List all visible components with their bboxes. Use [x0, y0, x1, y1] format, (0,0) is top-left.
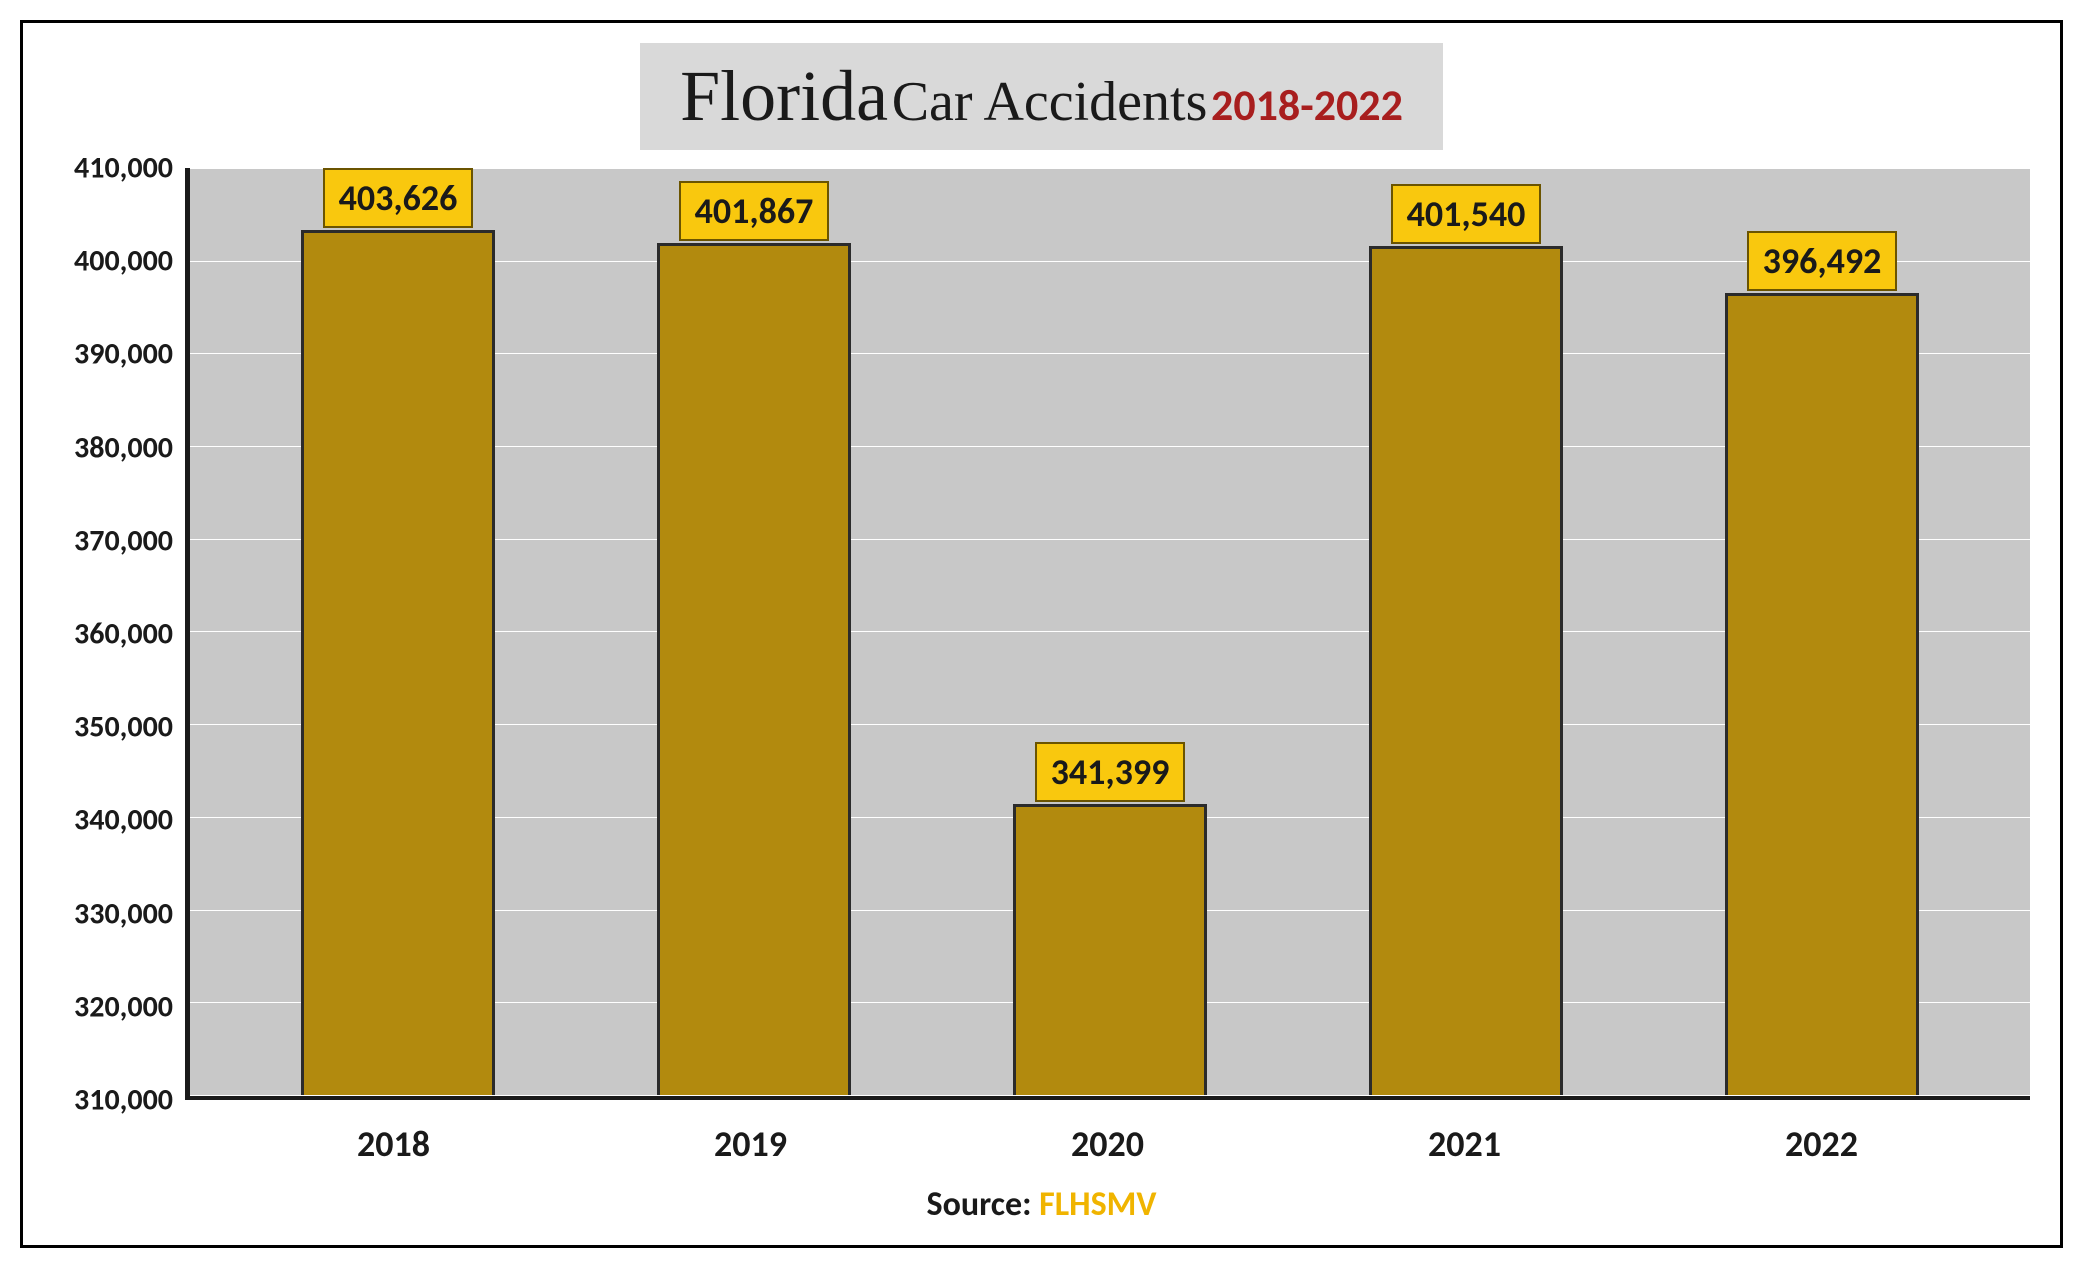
x-tick-label: 2020: [983, 1122, 1233, 1166]
x-tick-label: 2019: [626, 1122, 876, 1166]
bar-value-label: 401,867: [679, 181, 830, 241]
bar-group: 396,492: [1697, 168, 1946, 1095]
y-axis: 410,000400,000390,000380,000370,000360,0…: [53, 168, 185, 1100]
y-tick-label: 340,000: [74, 802, 173, 839]
x-tick-label: 2018: [269, 1122, 519, 1166]
bar-group: 403,626: [273, 168, 522, 1095]
source-name: FLHSMV: [1039, 1184, 1156, 1225]
plot-row: 410,000400,000390,000380,000370,000360,0…: [53, 168, 2030, 1100]
x-axis-spacer: [53, 1122, 185, 1166]
bar: [1013, 804, 1207, 1095]
source-row: Source: FLHSMV: [53, 1184, 2030, 1225]
y-tick-label: 360,000: [74, 615, 173, 652]
bar: [301, 230, 495, 1095]
bar-group: 401,867: [629, 168, 878, 1095]
bar-value-label: 403,626: [323, 168, 474, 228]
y-tick-label: 410,000: [74, 150, 173, 187]
x-axis-labels: 2018 2019 2020 2021 2022: [185, 1122, 2030, 1166]
y-tick-label: 380,000: [74, 429, 173, 466]
bar: [657, 243, 851, 1095]
bar: [1369, 246, 1563, 1095]
y-tick-label: 390,000: [74, 336, 173, 373]
gridline: [190, 1095, 2030, 1096]
x-tick-label: 2021: [1340, 1122, 1590, 1166]
y-tick-label: 310,000: [74, 1081, 173, 1118]
y-tick-label: 350,000: [74, 709, 173, 746]
title-sub: Car Accidents: [892, 71, 1208, 133]
y-tick-label: 370,000: [74, 522, 173, 559]
bar-value-label: 396,492: [1747, 231, 1898, 291]
y-tick-label: 330,000: [74, 895, 173, 932]
y-tick-label: 320,000: [74, 988, 173, 1025]
bar-group: 341,399: [985, 168, 1234, 1095]
title-main: Florida: [680, 56, 888, 136]
chart-container: Florida Car Accidents 2018-2022 410,000 4…: [20, 20, 2063, 1248]
bar-value-label: 341,399: [1035, 742, 1186, 802]
chart-title-bar: Florida Car Accidents 2018-2022: [640, 43, 1443, 150]
x-tick-label: 2022: [1697, 1122, 1947, 1166]
x-axis-row: 2018 2019 2020 2021 2022: [53, 1122, 2030, 1166]
title-years: 2018-2022: [1211, 78, 1403, 132]
plot-area: 403,626 401,867 341,399 401,540 396,492: [185, 168, 2030, 1100]
source-prefix: Source:: [927, 1184, 1040, 1225]
bar-value-label: 401,540: [1391, 184, 1542, 244]
bar-group: 401,540: [1341, 168, 1590, 1095]
y-tick-label: 400,000: [74, 243, 173, 280]
bar: [1725, 293, 1919, 1095]
